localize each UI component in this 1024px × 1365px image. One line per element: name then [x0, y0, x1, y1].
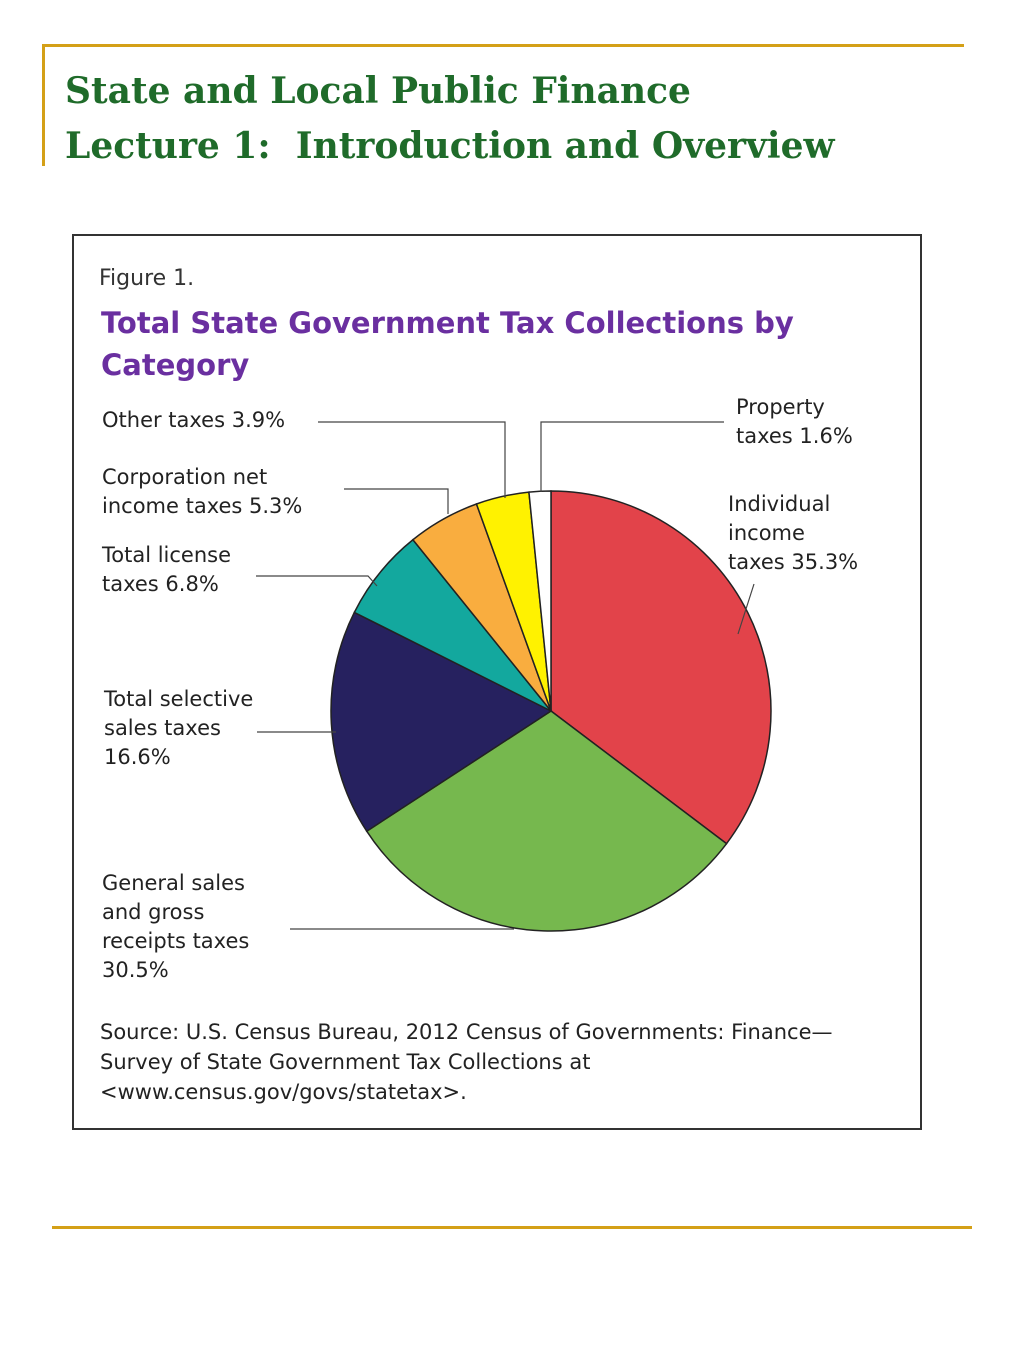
slide-accent-top-line: [42, 44, 964, 47]
slice-label-line: receipts taxes: [102, 929, 249, 953]
slice-label-line: taxes 35.3%: [728, 550, 858, 574]
slice-label-line: sales taxes: [104, 716, 221, 740]
slice-label-line: taxes 1.6%: [736, 424, 853, 448]
slice-label-general-sales-and-gross-receipts-taxes: General sales and gross receipts taxes 30.5…: [102, 871, 249, 982]
slide-title: State and Local Public Finance Lecture 1…: [65, 64, 835, 174]
pie-slice-property-taxes: [528, 490, 552, 712]
slice-label-line: Total selective: [103, 687, 253, 711]
slide-title-line-1: State and Local Public Finance: [65, 70, 691, 112]
slice-label-line: income: [728, 521, 805, 545]
slice-label-line: taxes 6.8%: [102, 572, 219, 596]
leader-line-property-taxes: [540, 421, 724, 492]
slide-accent-bottom-line: [52, 1226, 972, 1229]
slice-label-corporation-net-income-taxes: Corporation net income taxes 5.3%: [102, 465, 302, 518]
pie-chart: Individual income taxes 35.3% General sales…: [101, 395, 858, 982]
source-note: Source: U.S. Census Bureau, 2012 Census …: [100, 1020, 833, 1104]
pie-slice-individual-income-taxes: [550, 490, 772, 845]
slice-label-other-taxes: Other taxes 3.9%: [102, 408, 285, 432]
slice-label-line: Other taxes 3.9%: [102, 408, 285, 432]
slice-label-line: and gross: [102, 900, 204, 924]
slice-label-property-taxes: Property taxes 1.6%: [736, 395, 853, 448]
slice-label-line: Total license: [101, 543, 231, 567]
chart-title: Total State Government Tax Collections b…: [101, 306, 794, 382]
slice-label-line: Corporation net: [102, 465, 267, 489]
slice-label-total-selective-sales-taxes: Total selective sales taxes 16.6%: [103, 687, 253, 769]
slice-label-individual-income-taxes: Individual income taxes 35.3%: [728, 492, 858, 574]
leader-line-other-taxes: [318, 421, 506, 498]
slice-label-line: 30.5%: [102, 958, 169, 982]
slice-label-line: 16.6%: [104, 745, 171, 769]
figure-panel: Figure 1. Total State Government Tax Col…: [72, 234, 922, 1130]
slice-label-line: Property: [736, 395, 825, 419]
slide-title-line-2: Lecture 1: Introduction and Overview: [65, 125, 835, 167]
figure-label: Figure 1.: [99, 266, 195, 291]
leader-line-corporation-net-income-taxes: [344, 488, 449, 514]
leader-line-total-license-taxes: [256, 575, 378, 587]
slice-label-line: General sales: [102, 871, 245, 895]
leader-line-individual-income-taxes: [737, 583, 755, 635]
pie-slice-general-sales-and-gross-receipts-taxes: [365, 710, 728, 932]
slice-label-line: income taxes 5.3%: [102, 494, 302, 518]
slide-accent-vertical-line: [42, 44, 45, 166]
slice-label-line: Individual: [728, 492, 830, 516]
slice-label-total-license-taxes: Total license taxes 6.8%: [101, 543, 231, 596]
pie-slice-total-selective-sales-taxes: [330, 611, 553, 833]
